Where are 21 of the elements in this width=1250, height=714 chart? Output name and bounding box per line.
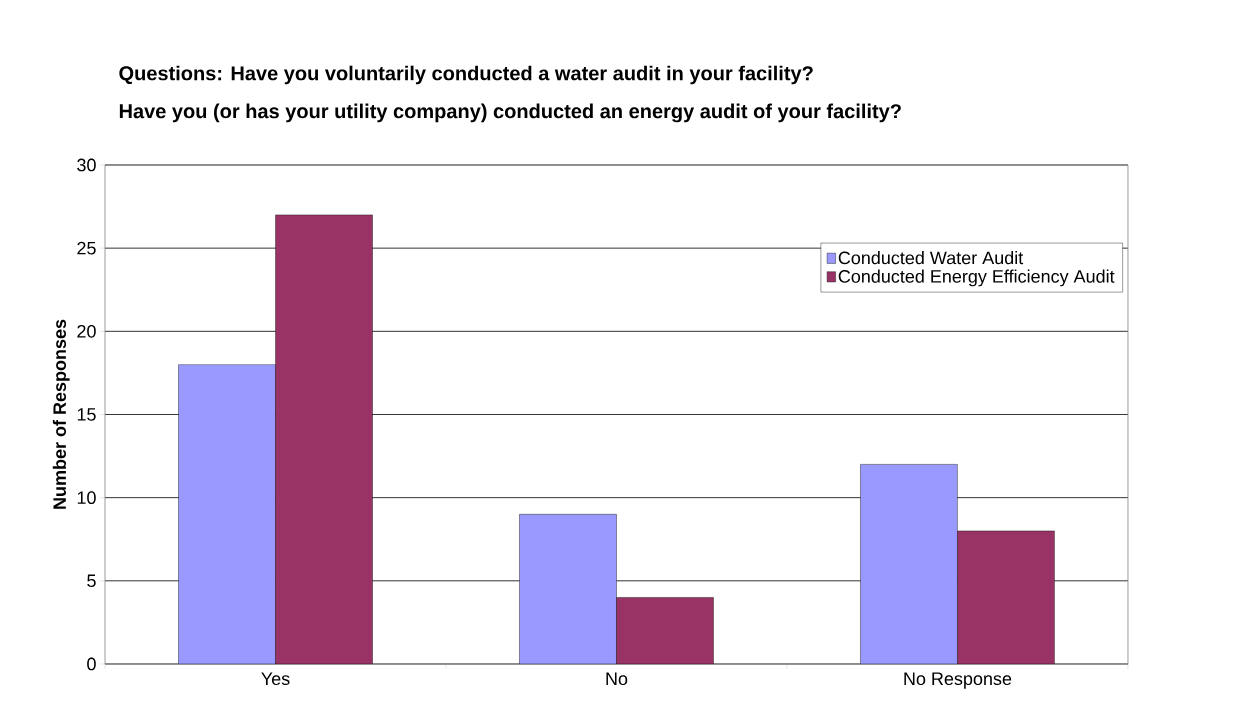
x-tick-label: No Response xyxy=(904,672,1012,689)
bar xyxy=(957,530,1055,664)
chart-subtitle: Have you (or has your utility company) conducted an energy audit of your facility? xyxy=(119,103,901,123)
legend-label: Conducted Water Audit xyxy=(838,251,1024,265)
y-axis-title: Number of Responses xyxy=(52,319,70,509)
legend-label: Conducted Energy Efficiency Audit xyxy=(838,269,1115,287)
bar xyxy=(275,214,373,664)
y-tick-label: 5 xyxy=(87,574,96,588)
y-tick-label: 20 xyxy=(77,324,96,338)
chart-title: Questions: Have you voluntarily conducted a water audit in your facility? xyxy=(119,65,813,85)
y-tick-label: 0 xyxy=(87,657,96,671)
y-tick-label: 10 xyxy=(77,491,96,505)
bar xyxy=(178,364,276,664)
bar xyxy=(519,514,617,664)
x-tick-label: No xyxy=(606,672,628,686)
y-tick-label: 15 xyxy=(77,408,96,421)
y-tick-label: 30 xyxy=(77,158,96,172)
bar xyxy=(616,597,714,664)
y-tick-label: 25 xyxy=(77,241,96,255)
bar xyxy=(860,464,958,664)
x-tick-label: Yes xyxy=(261,672,290,686)
